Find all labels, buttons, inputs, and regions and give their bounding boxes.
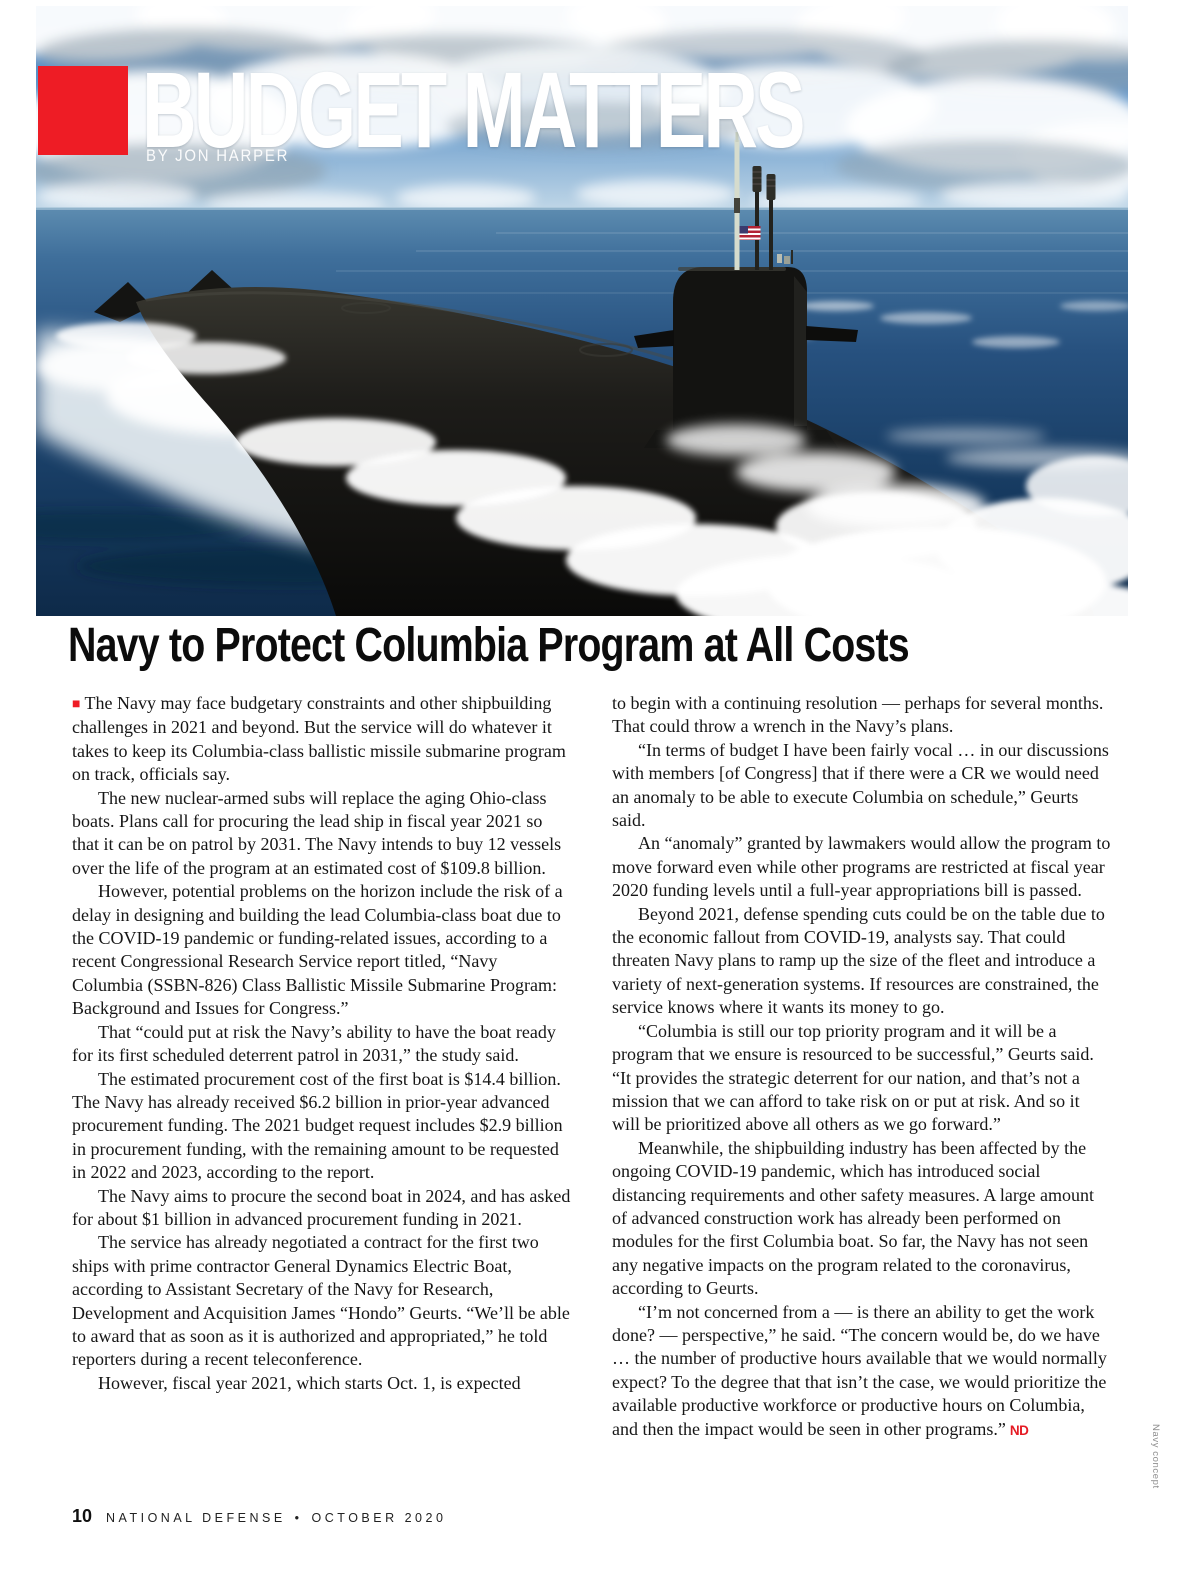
sail-highlight xyxy=(794,276,807,426)
article-paragraph: That “could put at risk the Navy’s abili… xyxy=(72,1021,556,1066)
hull-highlight xyxy=(145,291,737,382)
stern-rudder-fin xyxy=(94,282,152,322)
sail-plane-left xyxy=(634,330,674,348)
article-paragraph: However, fiscal year 2021, which starts … xyxy=(98,1372,521,1393)
article-paragraph: Beyond 2021, defense spending cuts could… xyxy=(612,903,1105,1018)
publication-line: NATIONAL DEFENSE • OCTOBER 2020 xyxy=(106,1511,446,1525)
horizon-line xyxy=(36,207,1128,210)
article-paragraph: “I’m not concerned from a — is there an … xyxy=(612,1301,1107,1439)
sail-plane-right xyxy=(806,326,858,342)
nd-end-mark: ND xyxy=(1009,1422,1029,1438)
article-paragraph: The estimated procurement cost of the fi… xyxy=(72,1068,563,1183)
submarine-illustration xyxy=(36,6,1128,616)
article-paragraph: The new nuclear-armed subs will replace … xyxy=(72,787,562,878)
article-paragraph: to begin with a continuing resolution — … xyxy=(612,693,1104,737)
article-column-right: to begin with a continuing resolution — … xyxy=(612,692,1112,1442)
article-paragraph: An “anomaly” granted by lawmakers would … xyxy=(612,833,1111,901)
issue-date: OCTOBER 2020 xyxy=(311,1511,447,1525)
article-column-left: ■ The Navy may face budgetary constraints… xyxy=(72,692,572,1395)
red-square-bullet: ■ xyxy=(72,695,81,711)
periscope-masts xyxy=(734,132,793,270)
article-paragraph: ■ The Navy may face budgetary constraints… xyxy=(72,693,566,785)
byline: BY JON HARPER xyxy=(146,146,290,165)
submarine-sail xyxy=(673,267,807,430)
footer-separator: • xyxy=(294,1511,303,1525)
red-accent-square xyxy=(38,66,128,155)
us-flag xyxy=(739,226,761,240)
photo-credit: Navy concept xyxy=(1150,1424,1161,1489)
article-paragraph: “In terms of budget I have been fairly v… xyxy=(612,739,1109,831)
article-paragraph: “Columbia is still our top priority prog… xyxy=(612,1020,1094,1135)
article-paragraph: However, potential problems on the horiz… xyxy=(72,881,563,1019)
page-number: 10 xyxy=(72,1506,93,1526)
spray-foam xyxy=(666,424,1128,528)
article-headline: Navy to Protect Columbia Program at All … xyxy=(68,619,910,672)
clouds xyxy=(36,6,1128,216)
page-footer: 10 NATIONAL DEFENSE • OCTOBER 2020 xyxy=(72,1506,446,1527)
article-paragraph: Meanwhile, the shipbuilding industry has… xyxy=(612,1137,1095,1299)
section-kicker: BUDGET MATTERS xyxy=(142,49,806,170)
article-paragraph: The Navy aims to procure the second boat… xyxy=(72,1185,571,1229)
hero-photo: BUDGET MATTERS BY JON HARPER xyxy=(36,6,1128,616)
publication-name: NATIONAL DEFENSE xyxy=(106,1511,286,1525)
article-paragraph: The service has already negotiated a con… xyxy=(72,1232,570,1370)
